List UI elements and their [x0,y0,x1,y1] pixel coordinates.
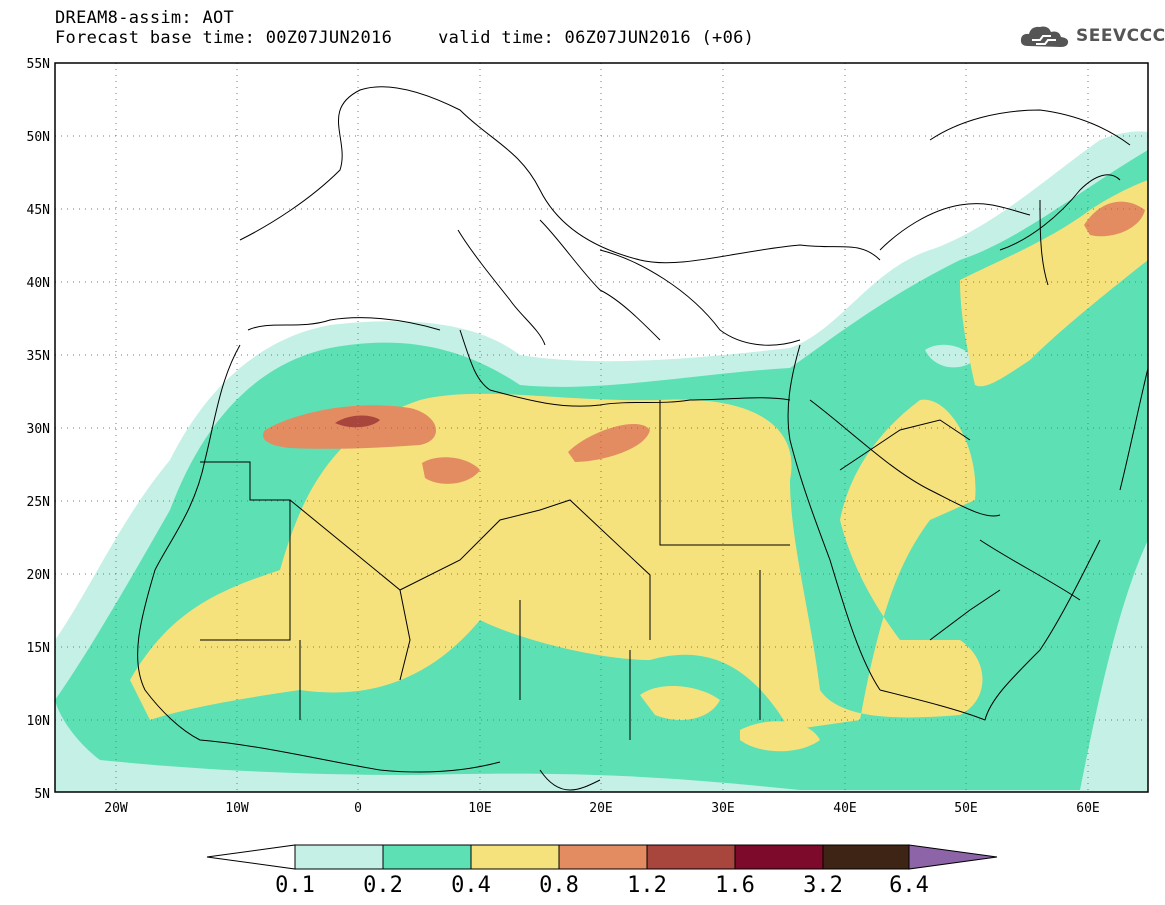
lon-tick-0: 0 [354,801,362,816]
colorbar-over-triangle [908,844,998,870]
lat-tick-35N: 35N [27,349,50,364]
lat-tick-30N: 30N [27,422,50,437]
colorbar-cell-0 [294,844,384,870]
colorbar-labels: 0.1 0.2 0.4 0.8 1.2 1.6 3.2 6.4 [275,873,929,898]
lon-tick-20W: 20W [104,801,128,816]
colorbar-under-triangle [206,844,296,870]
aot-band-0.4-ethiopia [740,721,820,752]
colorbar-label-1.6: 1.6 [715,873,755,898]
colorbar-cell-3 [558,844,648,870]
lon-tick-50E: 50E [954,801,977,816]
aot-hole-iran [925,344,975,368]
aot-band-0.8-caspian [1084,201,1145,237]
lat-tick-55N: 55N [27,57,50,72]
aot-band-0.8-morocco [262,405,437,449]
coastlines [137,86,1148,791]
aot-band-1.2 [335,415,380,428]
aot-field [55,131,1148,792]
colorbar-label-0.1: 0.1 [275,873,315,898]
aot-band-0.8-algeria [422,457,480,484]
colorbar-cell-1 [382,844,472,870]
colorbar-label-0.4: 0.4 [451,873,491,898]
colorbar [206,844,998,870]
valid-time: valid time: 06Z07JUN2016 (+06) [438,28,755,48]
lat-tick-45N: 45N [27,203,50,218]
colorbar-cell-4 [646,844,736,870]
lat-tick-5N: 5N [34,787,50,802]
map-header: DREAM8-assim: AOT Forecast base time: 00… [55,8,754,48]
lon-tick-20E: 20E [589,801,612,816]
lon-tick-60E: 60E [1076,801,1099,816]
lat-tick-40N: 40N [27,276,50,291]
lon-tick-10E: 10E [468,801,491,816]
lat-tick-20N: 20N [27,568,50,583]
lat-tick-50N: 50N [27,130,50,145]
logo-text: SEEVCCC [1076,26,1165,46]
aot-band-0.4-sahara [130,393,983,730]
cloud-icon [1020,26,1069,47]
colorbar-cell-6 [822,844,910,870]
colorbar-label-1.2: 1.2 [627,873,667,898]
map-frame [54,62,1149,793]
lat-axis: 55N 50N 45N 40N 35N 30N 25N 20N 15N 10N … [27,57,50,802]
lon-tick-40E: 40E [833,801,856,816]
colorbar-label-0.2: 0.2 [363,873,403,898]
lon-tick-10W: 10W [225,801,249,816]
aot-band-0.4-sudan [640,685,720,720]
lat-tick-10N: 10N [27,714,50,729]
graticule [55,63,1148,792]
colorbar-cell-2 [470,844,560,870]
map-title: DREAM8-assim: AOT [55,8,235,28]
aot-band-0.8-libya [568,423,650,462]
colorbar-label-0.8: 0.8 [539,873,579,898]
seevccc-logo: SEEVCCC [1018,22,1165,50]
lat-tick-15N: 15N [27,641,50,656]
lon-tick-30E: 30E [711,801,734,816]
lon-axis: 20W 10W 0 10E 20E 30E 40E 50E 60E [104,801,1099,816]
base-time: Forecast base time: 00Z07JUN2016 [55,28,393,48]
colorbar-label-3.2: 3.2 [803,873,843,898]
colorbar-cell-5 [734,844,824,870]
colorbar-label-6.4: 6.4 [889,873,929,898]
time-row: Forecast base time: 00Z07JUN2016 valid ti… [55,28,754,48]
lat-tick-25N: 25N [27,495,50,510]
